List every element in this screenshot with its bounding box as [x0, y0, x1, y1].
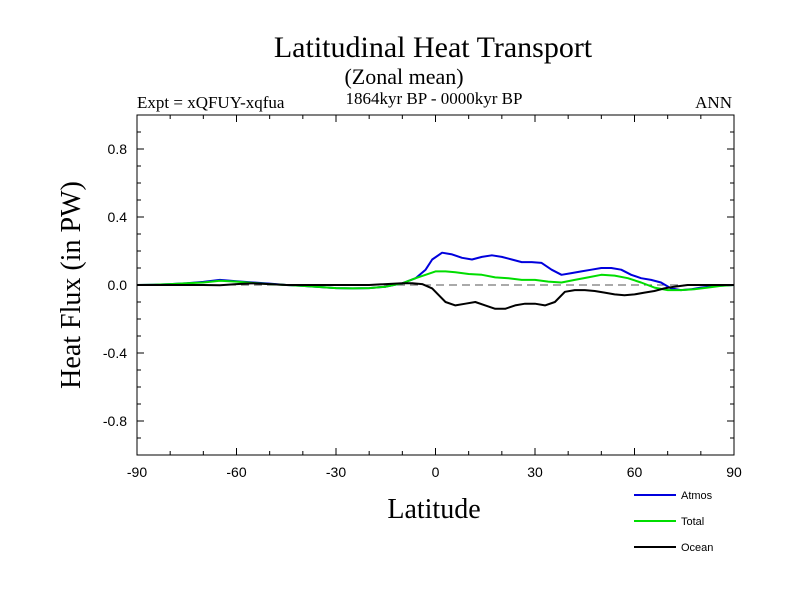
legend-label-ocean: Ocean — [681, 542, 713, 554]
y-tick-label: -0.4 — [103, 345, 127, 361]
x-tick-label: -90 — [127, 464, 147, 480]
x-tick-label: 90 — [726, 464, 742, 480]
x-tick-label: 0 — [432, 464, 440, 480]
y-tick-label: 0.0 — [108, 277, 128, 293]
legend-label-total: Total — [681, 516, 704, 528]
chart-title: Latitudinal Heat Transport — [274, 31, 593, 64]
chart-subtitle: (Zonal mean) — [344, 64, 463, 89]
experiment-label: Expt = xQFUY-xqfua — [137, 93, 285, 112]
y-tick-label: 0.8 — [108, 141, 128, 157]
series-line-total — [136, 270, 735, 292]
legend-label-atmos: Atmos — [681, 490, 713, 502]
x-tick-label: 60 — [627, 464, 643, 480]
y-tick-label: -0.8 — [103, 413, 127, 429]
x-axis-label: Latitude — [387, 494, 480, 525]
x-tick-label: -30 — [326, 464, 346, 480]
x-tick-label: -60 — [226, 464, 246, 480]
y-tick-label: 0.4 — [108, 209, 128, 225]
season-label: ANN — [695, 93, 732, 112]
series-line-ocean — [137, 282, 734, 310]
period-label: 1864kyr BP - 0000kyr BP — [346, 89, 523, 108]
x-tick-label: 30 — [527, 464, 543, 480]
y-axis-label: Heat Flux (in PW) — [56, 181, 87, 389]
